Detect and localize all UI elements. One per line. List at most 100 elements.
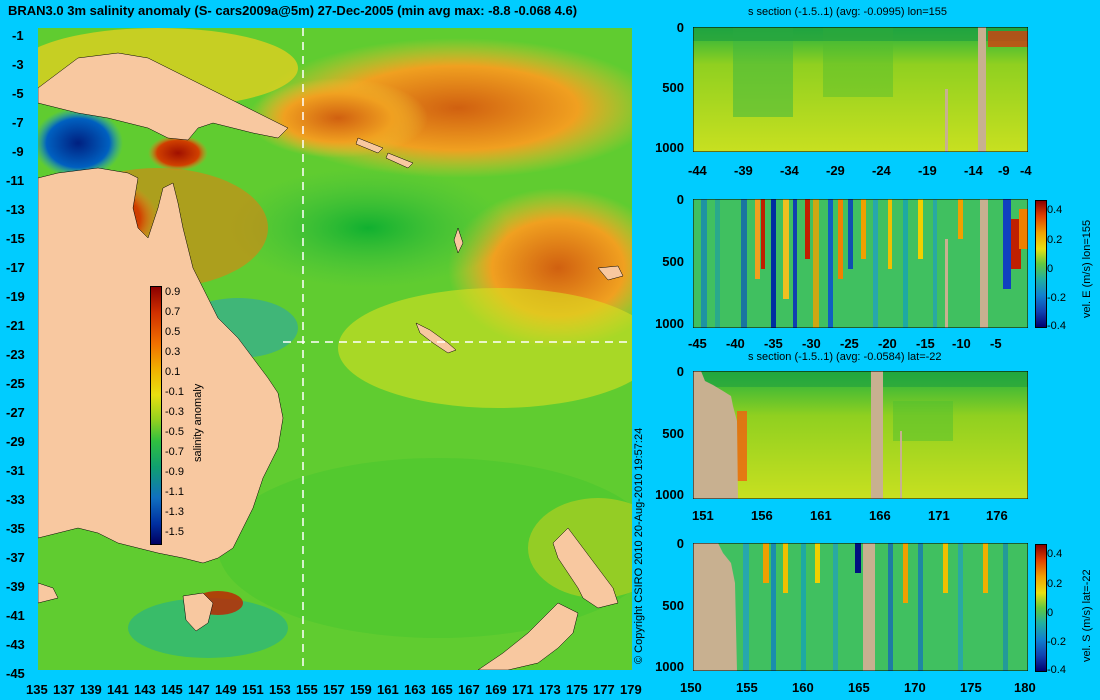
colorbar-tick: 0.3 (165, 346, 181, 358)
panel1-title: s section (-1.5..1) (avg: -0.0995) lon=1… (748, 6, 948, 18)
y-tick: 500 (662, 426, 684, 441)
y-tick: -31 (6, 463, 25, 478)
salinity-map (18, 28, 668, 671)
colorbar-tick: 0.5 (165, 326, 181, 338)
y-tick: 1000 (655, 659, 684, 674)
y-tick: -23 (6, 347, 25, 362)
map-colorbar-ticks: 0.9 0.7 0.5 0.3 0.1 -0.1 -0.3 -0.5 -0.7 … (165, 286, 195, 546)
panel1-y-axis: 0 500 1000 (640, 20, 690, 160)
section-field (693, 371, 1028, 499)
x-tick: -24 (872, 163, 891, 178)
high-salinity-patch (988, 31, 1028, 47)
panel4-x-axis: 150 155 160 165 170 175 180 (680, 680, 1040, 696)
map-y-axis: -1 -3 -5 -7 -9 -11 -13 -15 -17 -19 -21 -… (6, 28, 38, 681)
australia-west-land (37, 582, 59, 604)
low-salinity-region (228, 168, 508, 288)
section-land (900, 431, 902, 499)
colorbar-tick: -0.1 (165, 386, 184, 398)
section-land (871, 371, 883, 499)
x-tick: -10 (952, 336, 971, 351)
x-tick: 180 (1014, 680, 1036, 695)
y-tick: 1000 (655, 316, 684, 331)
new-guinea-land (37, 52, 289, 141)
x-tick: 165 (431, 682, 453, 697)
x-tick: -44 (688, 163, 707, 178)
panel2-y-axis: 0 500 1000 (640, 192, 690, 332)
x-tick: 177 (593, 682, 615, 697)
section-land (945, 239, 948, 328)
velocity-stripes (743, 543, 1008, 671)
y-tick: -43 (6, 637, 25, 652)
y-tick: -37 (6, 550, 25, 565)
map-colorbar-label: salinity anomaly (192, 383, 204, 462)
yellow-region (338, 288, 658, 408)
y-tick: -27 (6, 405, 25, 420)
panel4-colorbar (1035, 544, 1047, 672)
section-land (693, 371, 738, 499)
ocean-field (218, 458, 658, 638)
panel2-canvas (692, 198, 1029, 329)
colorbar-tick: -0.4 (1047, 664, 1066, 676)
x-tick: 150 (680, 680, 702, 695)
colorbar-tick: -1.3 (165, 506, 184, 518)
panel2-x-axis: -45 -40 -35 -30 -25 -20 -15 -10 -5 (688, 336, 1033, 352)
panel2-colorbar-label: vel. E (m/s) lon=155 (1081, 219, 1093, 318)
x-tick: -9 (998, 163, 1010, 178)
y-tick: -13 (6, 202, 25, 217)
panel2-colorbar (1035, 200, 1047, 328)
x-tick: -40 (726, 336, 745, 351)
tasmania-land (182, 592, 214, 632)
y-tick: 0 (676, 192, 684, 207)
velocity-stripes (701, 199, 1028, 328)
fiji-land (597, 265, 624, 281)
panel1-plot (692, 26, 1029, 153)
y-tick: -41 (6, 608, 25, 623)
velocity-field (693, 199, 1028, 328)
panel2-plot (692, 198, 1029, 329)
x-tick: 153 (269, 682, 291, 697)
x-tick: 151 (692, 508, 714, 523)
x-tick: 143 (134, 682, 156, 697)
surface-layer (693, 27, 1028, 41)
colorbar-tick: -1.5 (165, 526, 184, 538)
y-tick: -3 (12, 57, 24, 72)
x-tick: 155 (736, 680, 758, 695)
x-tick: 160 (792, 680, 814, 695)
y-tick: 500 (662, 254, 684, 269)
panel3-canvas (692, 370, 1029, 500)
x-tick: -39 (734, 163, 753, 178)
x-tick: 161 (810, 508, 832, 523)
x-tick: -15 (916, 336, 935, 351)
panel3-x-axis: 151 156 161 166 171 176 (688, 508, 1033, 524)
panel1-canvas (692, 26, 1029, 153)
colorbar-tick: -0.5 (165, 426, 184, 438)
y-tick: -5 (12, 86, 24, 101)
x-tick: -29 (826, 163, 845, 178)
low-salinity-region (128, 598, 288, 658)
panel3-plot (692, 370, 1029, 500)
colorbar-tick: -0.4 (1047, 320, 1066, 332)
new-caledonia-land (415, 322, 457, 354)
y-tick: -33 (6, 492, 25, 507)
panel4-y-axis: 0 500 1000 (640, 536, 690, 676)
vanuatu-land (453, 227, 464, 254)
y-tick: -1 (12, 28, 24, 43)
x-tick: -19 (918, 163, 937, 178)
map-title: BRAN3.0 3m salinity anomaly (S- cars2009… (8, 3, 578, 18)
very-low-salinity-region (33, 108, 123, 178)
x-tick: 165 (848, 680, 870, 695)
y-tick: -19 (6, 289, 25, 304)
y-tick: -11 (6, 173, 25, 188)
x-tick: 163 (404, 682, 426, 697)
x-tick: 145 (161, 682, 183, 697)
y-tick: -25 (6, 376, 25, 391)
colorbar-tick: 0 (1047, 263, 1054, 275)
colorbar-tick: 0.1 (165, 366, 181, 378)
high-salinity-region (248, 78, 428, 158)
y-tick: -7 (12, 115, 24, 130)
colorbar-tick: 0.2 (1047, 578, 1063, 590)
colorbar-tick: -0.3 (165, 406, 184, 418)
x-tick: 137 (53, 682, 75, 697)
map-x-axis: 135 137 139 141 143 145 147 149 151 153 … (26, 682, 646, 698)
section-land (945, 89, 948, 152)
